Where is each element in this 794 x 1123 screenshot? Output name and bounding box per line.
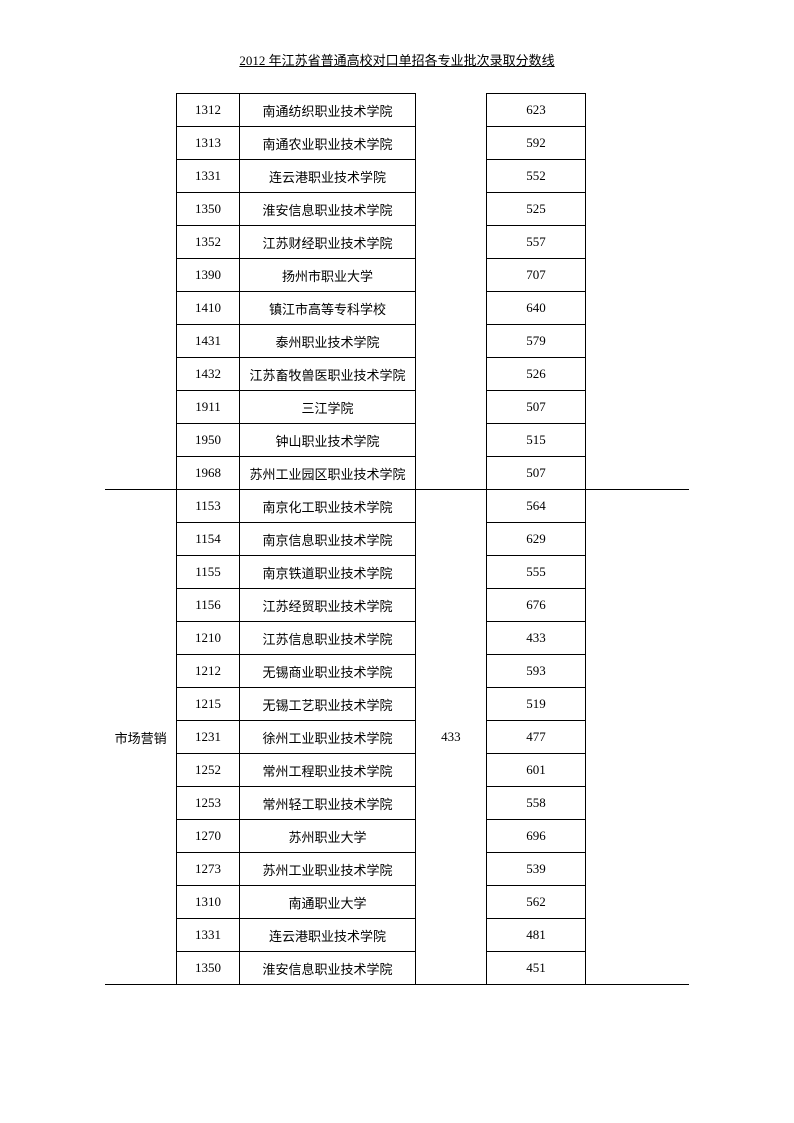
name-cell: 江苏财经职业技术学院 xyxy=(239,226,416,259)
score-cell: 451 xyxy=(486,952,586,985)
code-cell: 1156 xyxy=(177,589,240,622)
code-cell: 1968 xyxy=(177,457,240,490)
score-cell: 592 xyxy=(486,127,586,160)
name-cell: 钟山职业技术学院 xyxy=(239,424,416,457)
score-cell: 519 xyxy=(486,688,586,721)
code-cell: 1253 xyxy=(177,787,240,820)
name-cell: 南通农业职业技术学院 xyxy=(239,127,416,160)
score-cell: 507 xyxy=(486,457,586,490)
name-cell: 扬州市职业大学 xyxy=(239,259,416,292)
code-cell: 1252 xyxy=(177,754,240,787)
name-cell: 无锡工艺职业技术学院 xyxy=(239,688,416,721)
name-cell: 苏州职业大学 xyxy=(239,820,416,853)
score-cell: 558 xyxy=(486,787,586,820)
code-cell: 1270 xyxy=(177,820,240,853)
code-cell: 1310 xyxy=(177,886,240,919)
score-cell: 676 xyxy=(486,589,586,622)
code-cell: 1352 xyxy=(177,226,240,259)
code-cell: 1390 xyxy=(177,259,240,292)
name-cell: 三江学院 xyxy=(239,391,416,424)
table-row: 1312南通纺织职业技术学院 623 xyxy=(105,94,689,127)
score-cell: 601 xyxy=(486,754,586,787)
score-cell: 481 xyxy=(486,919,586,952)
code-cell: 1350 xyxy=(177,193,240,226)
name-cell: 江苏畜牧兽医职业技术学院 xyxy=(239,358,416,391)
category-cell xyxy=(105,94,177,490)
code-cell: 1273 xyxy=(177,853,240,886)
code-cell: 1911 xyxy=(177,391,240,424)
score-cell: 579 xyxy=(486,325,586,358)
code-cell: 1154 xyxy=(177,523,240,556)
score-cell: 623 xyxy=(486,94,586,127)
score-cell: 696 xyxy=(486,820,586,853)
name-cell: 江苏信息职业技术学院 xyxy=(239,622,416,655)
name-cell: 连云港职业技术学院 xyxy=(239,160,416,193)
code-cell: 1410 xyxy=(177,292,240,325)
name-cell: 徐州工业职业技术学院 xyxy=(239,721,416,754)
name-cell: 南通纺织职业技术学院 xyxy=(239,94,416,127)
code-cell: 1215 xyxy=(177,688,240,721)
score-cell: 539 xyxy=(486,853,586,886)
code-cell: 1431 xyxy=(177,325,240,358)
page-title: 2012 年江苏省普通高校对口单招各专业批次录取分数线 xyxy=(105,50,689,69)
name-cell: 苏州工业职业技术学院 xyxy=(239,853,416,886)
code-cell: 1210 xyxy=(177,622,240,655)
score-cell: 552 xyxy=(486,160,586,193)
table-row: 市场营销1153南京化工职业技术学院433564 xyxy=(105,490,689,523)
name-cell: 南通职业大学 xyxy=(239,886,416,919)
score-cell: 593 xyxy=(486,655,586,688)
extra-cell xyxy=(586,94,689,490)
score-cell: 640 xyxy=(486,292,586,325)
name-cell: 泰州职业技术学院 xyxy=(239,325,416,358)
code-cell: 1331 xyxy=(177,919,240,952)
score-cell: 562 xyxy=(486,886,586,919)
code-cell: 1432 xyxy=(177,358,240,391)
score-table: 1312南通纺织职业技术学院6231313南通农业职业技术学院5921331连云… xyxy=(105,93,689,985)
code-cell: 1312 xyxy=(177,94,240,127)
name-cell: 无锡商业职业技术学院 xyxy=(239,655,416,688)
name-cell: 淮安信息职业技术学院 xyxy=(239,193,416,226)
score-cell: 564 xyxy=(486,490,586,523)
name-cell: 常州工程职业技术学院 xyxy=(239,754,416,787)
name-cell: 镇江市高等专科学校 xyxy=(239,292,416,325)
category-cell: 市场营销 xyxy=(105,490,177,985)
code-cell: 1155 xyxy=(177,556,240,589)
code-cell: 1212 xyxy=(177,655,240,688)
name-cell: 苏州工业园区职业技术学院 xyxy=(239,457,416,490)
score-cell: 557 xyxy=(486,226,586,259)
code-cell: 1950 xyxy=(177,424,240,457)
name-cell: 江苏经贸职业技术学院 xyxy=(239,589,416,622)
code-cell: 1313 xyxy=(177,127,240,160)
score-cell: 707 xyxy=(486,259,586,292)
score-cell: 515 xyxy=(486,424,586,457)
code-cell: 1331 xyxy=(177,160,240,193)
code-cell: 1153 xyxy=(177,490,240,523)
score-cell: 629 xyxy=(486,523,586,556)
name-cell: 南京化工职业技术学院 xyxy=(239,490,416,523)
name-cell: 南京铁道职业技术学院 xyxy=(239,556,416,589)
code-cell: 1350 xyxy=(177,952,240,985)
score-cell: 525 xyxy=(486,193,586,226)
extra-cell xyxy=(586,490,689,985)
name-cell: 南京信息职业技术学院 xyxy=(239,523,416,556)
name-cell: 连云港职业技术学院 xyxy=(239,919,416,952)
score-cell: 433 xyxy=(486,622,586,655)
score-cell: 555 xyxy=(486,556,586,589)
score-cell: 526 xyxy=(486,358,586,391)
score-cell: 507 xyxy=(486,391,586,424)
name-cell: 淮安信息职业技术学院 xyxy=(239,952,416,985)
basescore-cell xyxy=(416,94,486,490)
code-cell: 1231 xyxy=(177,721,240,754)
score-cell: 477 xyxy=(486,721,586,754)
name-cell: 常州轻工职业技术学院 xyxy=(239,787,416,820)
basescore-cell: 433 xyxy=(416,490,486,985)
